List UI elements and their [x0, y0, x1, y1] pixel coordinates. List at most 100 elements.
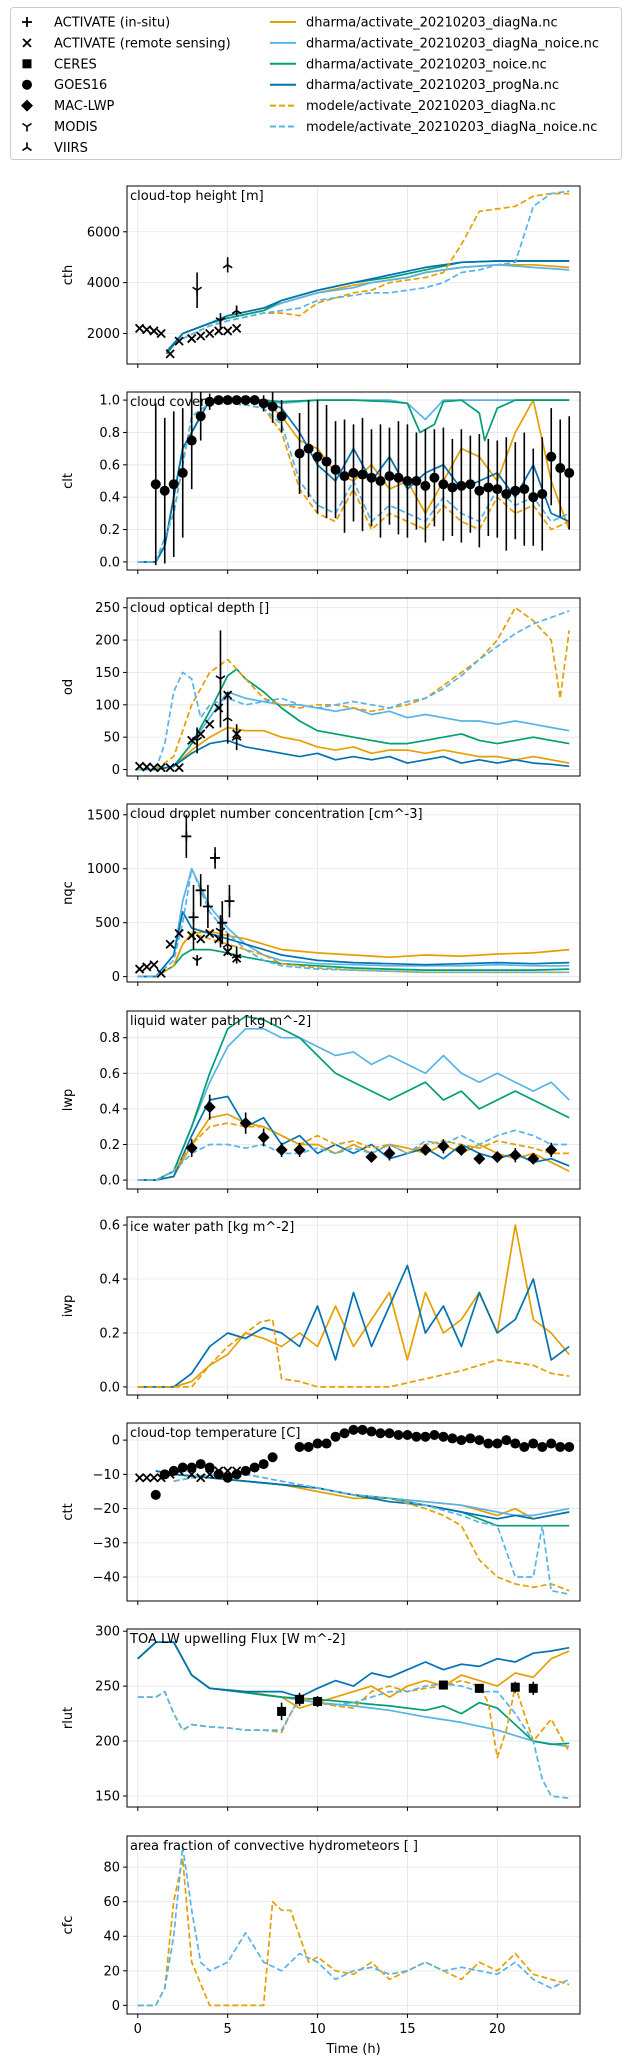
legend-marker-maclwp — [21, 99, 33, 112]
obs-point-viirs — [231, 950, 242, 959]
obs-point-activate_remote — [214, 934, 224, 944]
legend-marker-ceres — [22, 59, 32, 69]
series-line-dharma_noice — [137, 948, 570, 978]
obs-point-goes16 — [564, 1441, 575, 1452]
obs-point-goes16 — [474, 1435, 485, 1446]
obs-point-goes16 — [456, 1435, 467, 1446]
obs-point-goes16 — [393, 472, 404, 483]
obs-point-goes16 — [222, 395, 233, 406]
obs-point-goes16 — [474, 485, 485, 496]
y-tick-label: 150 — [95, 1790, 120, 1805]
obs-point-goes16 — [330, 1431, 341, 1442]
obs-point-goes16 — [150, 1489, 161, 1500]
panel-frame — [126, 1422, 581, 1602]
series-line-dharma_progNa — [155, 1470, 570, 1520]
obs-point-activate_remote — [174, 336, 184, 346]
y-tick-label: 50 — [103, 731, 120, 746]
obs-point-maclwp — [491, 1150, 504, 1163]
series-line-dharma_progNa — [137, 911, 570, 978]
obs-point-goes16 — [258, 398, 269, 409]
obs-point-goes16 — [339, 1428, 350, 1439]
obs-point-goes16 — [366, 472, 377, 483]
series-line-dharma_progNa — [137, 1641, 570, 1698]
obs-point-viirs — [231, 305, 242, 315]
obs-point-activate_insitu — [188, 912, 199, 923]
y-tick-label: 0.0 — [99, 1174, 120, 1189]
panel-nqc: 0 500 1000 1500 nqc cloud droplet number conc… — [61, 803, 581, 986]
obs-point-activate_remote — [142, 1473, 152, 1483]
obs-point-activate_remote — [205, 928, 215, 939]
y-tick-label: 1000 — [87, 862, 120, 877]
obs-point-goes16 — [564, 467, 575, 478]
obs-point-activate_insitu — [202, 901, 213, 912]
obs-point-goes16 — [546, 451, 557, 462]
y-axis-label: iwp — [61, 1295, 76, 1318]
obs-point-goes16 — [420, 480, 431, 491]
obs-point-maclwp — [545, 1143, 558, 1156]
obs-point-viirs — [222, 259, 233, 269]
legend-label-viirs: VIIRS — [54, 141, 88, 156]
x-tick-label: 20 — [489, 2022, 506, 2037]
y-tick-label: −30 — [93, 1536, 120, 1551]
obs-point-activate_insitu — [217, 917, 228, 928]
obs-point-maclwp — [185, 1142, 198, 1155]
obs-point-goes16 — [258, 1459, 269, 1470]
obs-point-activate_remote — [156, 762, 166, 773]
y-axis-label: cfc — [61, 1916, 76, 1935]
legend-label-maclwp: MAC-LWP — [54, 99, 115, 114]
panel-title: cloud-top height [m] — [130, 189, 264, 204]
y-tick-label: 0.0 — [99, 555, 120, 570]
obs-point-goes16 — [357, 469, 368, 480]
obs-point-goes16 — [204, 396, 215, 407]
obs-point-goes16 — [501, 488, 512, 499]
series-group — [137, 1845, 570, 2007]
obs-point-maclwp — [455, 1143, 468, 1156]
obs-point-goes16 — [294, 1441, 305, 1452]
y-axis-label: clt — [61, 473, 76, 489]
obs-point-activate_remote — [134, 1473, 145, 1483]
y-tick-label: 1.0 — [99, 394, 120, 409]
panel-frame — [126, 597, 581, 777]
obs-point-goes16 — [429, 472, 440, 483]
obs-point-goes16 — [555, 463, 566, 474]
panel-title: area fraction of convective hydrometeors… — [130, 1839, 418, 1854]
y-tick-label: 60 — [103, 1895, 120, 1910]
panel-clt: 0.0 0.2 0.4 0.6 0.8 1.0 clt cloud cover — [61, 391, 581, 574]
obs-point-activate_remote — [196, 1473, 206, 1483]
panel-frame — [126, 1010, 581, 1190]
panel-title: cloud cover — [130, 395, 206, 410]
series-line-modele_diagNa_noice — [173, 1473, 570, 1596]
y-tick-label: −20 — [93, 1502, 120, 1517]
x-axis-label: Time (h) — [325, 2042, 380, 2057]
obs-point-goes16 — [168, 479, 179, 490]
obs-point-maclwp — [257, 1131, 270, 1144]
obs-point-goes16 — [159, 485, 170, 496]
series-line-dharma_diagNa_noice — [137, 1027, 570, 1181]
obs-point-activate_remote — [174, 928, 184, 939]
series-line-dharma_progNa — [165, 260, 570, 355]
obs-point-activate_remote — [187, 333, 197, 344]
obs-point-goes16 — [447, 482, 458, 493]
obs-point-maclwp — [383, 1147, 396, 1160]
y-axis-label: cth — [61, 265, 76, 285]
panel-cth: 2000 4000 6000 cth cloud-top height [m] — [61, 185, 581, 368]
series-group — [137, 606, 571, 771]
y-axis-label: od — [61, 679, 76, 695]
y-tick-label: 20 — [103, 1964, 120, 1979]
x-tick-label: 5 — [224, 2022, 232, 2037]
y-tick-label: 0.4 — [99, 1273, 120, 1288]
legend-label-modele_diagNa: modele/activate_20210203_diagNa.nc — [306, 99, 556, 114]
obs-point-goes16 — [465, 479, 476, 490]
y-tick-label: 0 — [112, 1999, 120, 2014]
obs-point-goes16 — [375, 1428, 386, 1439]
obs-group — [185, 1094, 558, 1165]
obs-point-maclwp — [527, 1152, 540, 1165]
series-line-dharma_diagNa — [137, 1641, 570, 1709]
panel-frame — [126, 1628, 581, 1808]
obs-point-goes16 — [519, 1441, 530, 1452]
obs-point-modis — [192, 286, 203, 296]
obs-point-maclwp — [509, 1149, 522, 1162]
y-tick-label: 2000 — [87, 327, 120, 342]
legend: ACTIVATE (in-situ) ACTIVATE (remote sensi… — [10, 7, 622, 160]
